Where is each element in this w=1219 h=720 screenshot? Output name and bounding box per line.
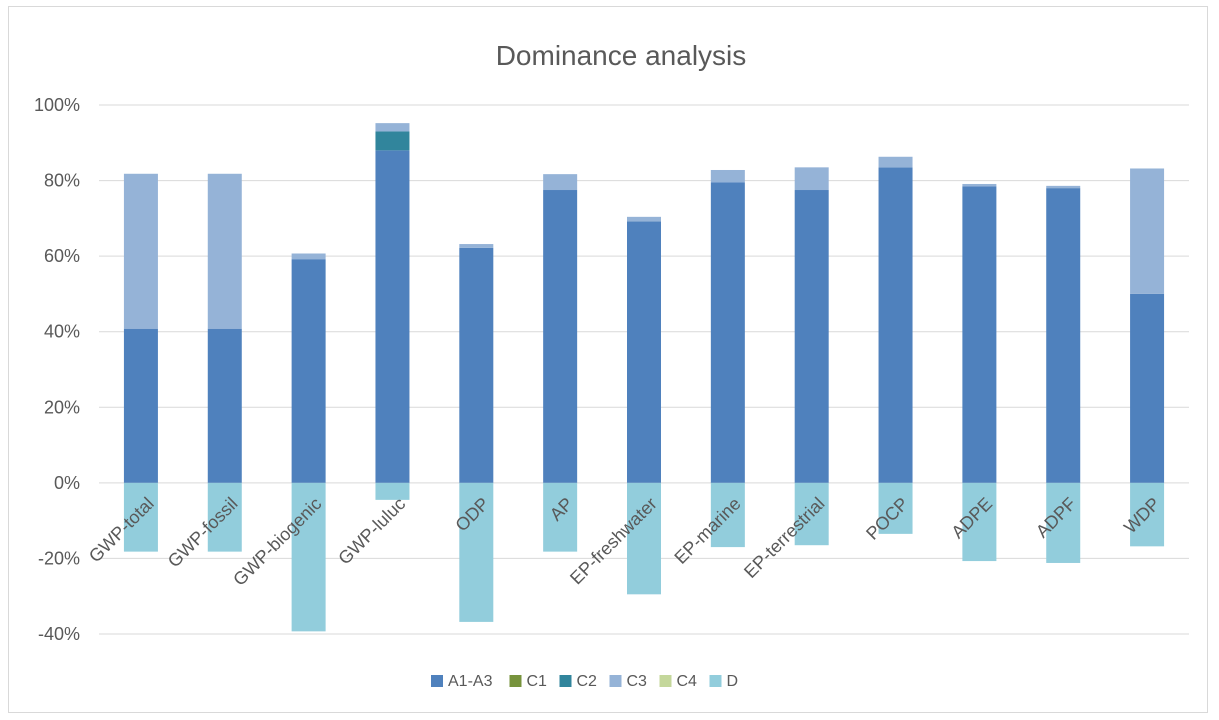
bar-a1-a3-gwp-luluc bbox=[375, 150, 410, 483]
bar-a1-a3-gwp-biogenic bbox=[291, 259, 326, 483]
legend-label: C1 bbox=[527, 673, 548, 690]
legend-swatch bbox=[509, 675, 522, 687]
legend-label: D bbox=[727, 673, 739, 690]
bar-c3-ep-terrestrial bbox=[794, 167, 829, 191]
y-tick-label: 60% bbox=[44, 246, 80, 266]
bar-d-gwp-biogenic bbox=[291, 482, 326, 632]
legend-label: C2 bbox=[577, 673, 598, 690]
bar-a1-a3-ap bbox=[543, 190, 578, 483]
y-tick-label: 100% bbox=[34, 95, 80, 115]
bar-a1-a3-adpe bbox=[962, 186, 997, 483]
legend-label: C4 bbox=[677, 673, 698, 690]
bar-c2-gwp-luluc bbox=[375, 131, 410, 151]
y-tick-label: -40% bbox=[38, 624, 80, 644]
bar-c3-gwp-biogenic bbox=[291, 253, 326, 260]
legend-swatch bbox=[709, 675, 722, 687]
bar-d-wdp bbox=[1130, 482, 1165, 547]
category-label: GWP-luluc bbox=[334, 494, 409, 569]
bar-a1-a3-odp bbox=[459, 247, 494, 483]
bar-d-pocp bbox=[878, 482, 913, 534]
legend: A1-A3 C1 C2 C3 C4 D bbox=[431, 673, 738, 690]
legend-label: A1-A3 bbox=[448, 673, 493, 690]
chart-frame: Dominance analysis -40% -20% 0% 20% 40% 60% 80… bbox=[8, 6, 1208, 713]
bar-d-ep-marine bbox=[710, 482, 745, 548]
bar-a1-a3-gwp-fossil bbox=[207, 328, 242, 483]
bar-c3-ap bbox=[543, 174, 578, 191]
bar-c3-pocp bbox=[878, 156, 913, 168]
bar-a1-a3-pocp bbox=[878, 167, 913, 483]
bar-a1-a3-ep-freshwater bbox=[627, 221, 661, 483]
bar-c3-ep-marine bbox=[710, 169, 745, 183]
y-tick-label: 80% bbox=[44, 171, 80, 191]
bar-c3-odp bbox=[459, 244, 494, 248]
bar-c3-gwp-fossil bbox=[207, 173, 242, 329]
bar-a1-a3-ep-marine bbox=[710, 182, 745, 483]
bar-c3-gwp-luluc bbox=[375, 123, 410, 132]
legend-label: C3 bbox=[627, 673, 648, 690]
bar-d-ep-terrestrial bbox=[794, 482, 829, 546]
bar-d-ep-freshwater bbox=[627, 482, 661, 595]
bar-a1-a3-adpf bbox=[1046, 188, 1081, 483]
y-tick-label: 0% bbox=[54, 473, 80, 493]
legend-swatch bbox=[559, 675, 572, 687]
legend-swatch bbox=[609, 675, 622, 687]
bar-c3-ep-freshwater bbox=[627, 216, 661, 222]
bar-c3-wdp bbox=[1130, 168, 1165, 294]
bar-a1-a3-ep-terrestrial bbox=[794, 190, 829, 483]
bar-d-gwp-total bbox=[123, 482, 158, 552]
bar-c3-adpe bbox=[962, 183, 997, 187]
y-axis-ticks: -40% -20% 0% 20% 40% 60% 80% 100% bbox=[34, 95, 80, 644]
bar-a1-a3-wdp bbox=[1130, 293, 1165, 483]
chart-title: Dominance analysis bbox=[496, 40, 747, 71]
bar-d-gwp-luluc bbox=[375, 482, 410, 500]
bar-c3-adpf bbox=[1046, 185, 1081, 189]
bar-d-odp bbox=[459, 482, 494, 622]
y-tick-label: 40% bbox=[44, 322, 80, 342]
bar-d-ap bbox=[543, 482, 578, 552]
bar-d-gwp-fossil bbox=[207, 482, 242, 552]
y-tick-label: -20% bbox=[38, 548, 80, 568]
bar-c3-gwp-total bbox=[123, 173, 158, 329]
chart-svg: Dominance analysis -40% -20% 0% 20% 40% 60% 80… bbox=[34, 40, 1189, 690]
y-tick-label: 20% bbox=[44, 397, 80, 417]
bar-a1-a3-gwp-total bbox=[123, 328, 158, 483]
bar-d-adpe bbox=[962, 482, 997, 562]
legend-swatch bbox=[659, 675, 672, 687]
bars bbox=[123, 123, 1165, 632]
bar-d-adpf bbox=[1046, 482, 1081, 563]
legend-swatch bbox=[431, 675, 443, 687]
